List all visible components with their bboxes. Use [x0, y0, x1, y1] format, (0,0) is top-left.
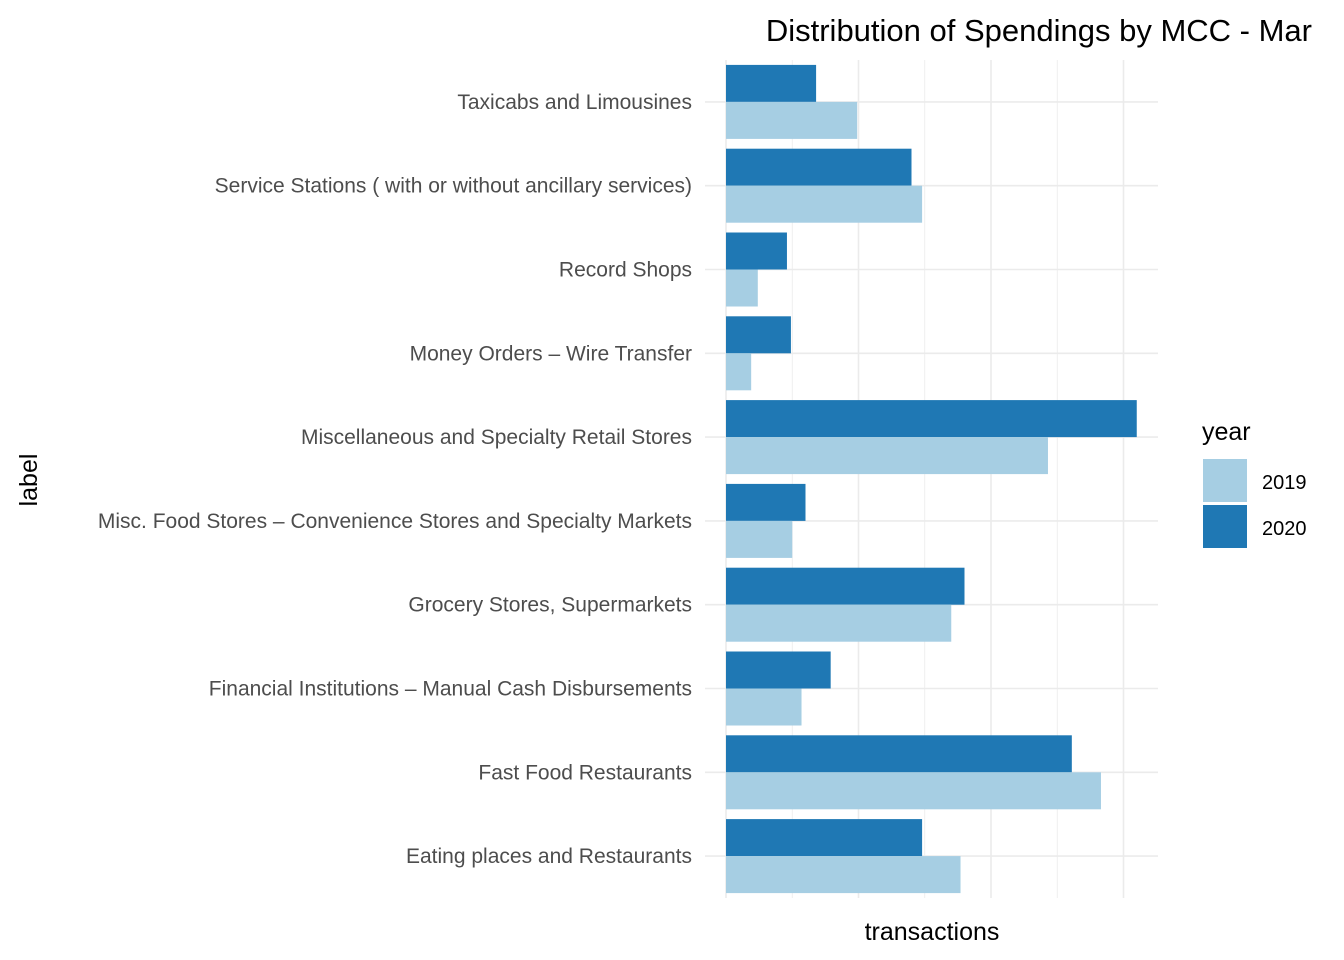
bar-2019 [726, 688, 802, 726]
category-label: Money Orders – Wire Transfer [410, 342, 692, 365]
legend: year 2019 2020 [1202, 418, 1307, 548]
legend-label: 2020 [1262, 518, 1307, 540]
bar-2019 [726, 604, 952, 642]
bar-2020 [726, 567, 965, 605]
y-axis-title: label [15, 454, 43, 507]
legend-key [1203, 459, 1247, 502]
category-label: Eating places and Restaurants [406, 845, 692, 868]
category-label: Misc. Food Stores – Convenience Stores a… [98, 510, 692, 533]
legend-label: 2019 [1262, 472, 1307, 494]
bar-2019 [726, 353, 752, 391]
legend-key [1203, 505, 1247, 548]
category-label: Taxicabs and Limousines [457, 91, 692, 114]
category-label: Service Stations ( with or without ancil… [215, 175, 692, 198]
bar-2019 [726, 185, 923, 223]
bar-2020 [726, 400, 1137, 438]
bar-2020 [726, 651, 831, 689]
bar-2020 [726, 735, 1072, 773]
bar-2019 [726, 520, 793, 558]
bar-2020 [726, 316, 791, 354]
bar-2019 [726, 269, 758, 307]
legend-title: year [1202, 418, 1251, 446]
category-label: Financial Institutions – Manual Cash Dis… [209, 678, 692, 701]
category-label: Grocery Stores, Supermarkets [408, 594, 692, 617]
bar-2020 [726, 148, 912, 186]
category-label: Record Shops [559, 259, 692, 282]
chart-title: Distribution of Spendings by MCC - Mar [766, 13, 1312, 48]
bars [726, 64, 1137, 894]
category-labels: Taxicabs and Limousines Service Stations … [98, 91, 692, 868]
bar-2020 [726, 64, 817, 102]
category-label: Fast Food Restaurants [478, 761, 692, 784]
bar-2019 [726, 856, 961, 894]
x-axis-title: transactions [865, 918, 1000, 946]
bar-2020 [726, 232, 787, 270]
bar-2020 [726, 819, 923, 857]
bar-2019 [726, 437, 1048, 475]
bar-2020 [726, 483, 806, 521]
bar-2019 [726, 772, 1101, 810]
category-label: Miscellaneous and Specialty Retail Store… [301, 426, 692, 449]
bar-2019 [726, 101, 858, 139]
